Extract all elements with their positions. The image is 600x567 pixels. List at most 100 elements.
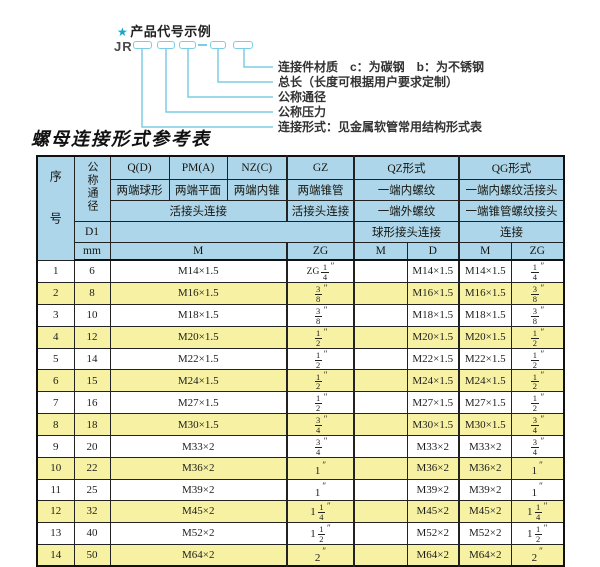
cell-no: 10 — [36, 457, 75, 480]
cell-qg_zg: 1 1 2 ″ — [510, 521, 565, 545]
header-qz-conn: 球形接头连接 — [353, 220, 460, 243]
code-dash-icon — [198, 44, 207, 46]
cell-dn: 14 — [73, 347, 111, 371]
header-qg-desc2: 一端锥管螺纹接头 — [458, 199, 565, 222]
code-box-1 — [133, 41, 152, 49]
header-m-unit: M — [109, 241, 288, 261]
cell-qz_d: M16×1.5 — [406, 281, 460, 305]
cell-no: 14 — [36, 543, 75, 567]
cell-gz: 3 4 ″ — [286, 413, 355, 437]
table-row: 12 32 M45×2 1 1 4 ″ M45×2 M45×2 1 1 4 ″ — [36, 500, 565, 523]
header-seq: 序号 — [36, 155, 75, 261]
cell-no: 4 — [36, 325, 75, 349]
cell-dn: 22 — [73, 457, 111, 480]
product-code-heading: ★ 产品代号示例 — [117, 21, 211, 40]
cell-qz_m — [353, 303, 408, 327]
cell-m: M64×2 — [109, 543, 288, 567]
cell-gz: 1 2 ″ — [286, 391, 355, 415]
cell-qg_m: M52×2 — [458, 521, 512, 545]
cell-no: 2 — [36, 281, 75, 305]
cell-m: M18×1.5 — [109, 303, 288, 327]
diagram-label-connection: 连接形式：见金属软管常用结构形式表 — [278, 120, 483, 134]
table-row: 1 6 M14×1.5 ZG 1 4 ″ M14×1.5 M14×1.5 1 4 ″ — [36, 259, 565, 283]
product-code-heading-text: 产品代号示例 — [130, 24, 212, 39]
cell-m: M24×1.5 — [109, 369, 288, 393]
cell-qg_m: M24×1.5 — [458, 369, 512, 393]
cell-qg_zg: 3 8 ″ — [510, 303, 565, 327]
cell-gz: 1″ — [286, 478, 355, 502]
header-qz: QZ形式 — [353, 155, 460, 180]
header-empty-cell — [109, 220, 355, 243]
cell-qz_d: M24×1.5 — [406, 369, 460, 393]
cell-no: 12 — [36, 500, 75, 523]
cell-no: 9 — [36, 435, 75, 459]
cell-dn: 50 — [73, 543, 111, 567]
cell-qz_d: M14×1.5 — [406, 259, 460, 283]
table-body: 1 6 M14×1.5 ZG 1 4 ″ M14×1.5 M14×1.5 1 4 ″ 2 8 M16×1.5… — [36, 259, 565, 567]
cell-qg_m: M16×1.5 — [458, 281, 512, 305]
cell-m: M45×2 — [109, 500, 288, 523]
cell-gz: 1 1 4 ″ — [286, 500, 355, 523]
header-nz-desc: 两端内锥 — [226, 178, 288, 201]
cell-qz_d: M52×2 — [406, 521, 460, 545]
cell-gz: 1″ — [286, 457, 355, 480]
diagram-label-material: 连接件材质 c：为碳钢 b：为不锈钢 — [278, 60, 485, 74]
cell-qg_m: M14×1.5 — [458, 259, 512, 283]
cell-qg_zg: 1 2 ″ — [510, 391, 565, 415]
cell-dn: 32 — [73, 500, 111, 523]
header-q-desc: 两端球形 — [109, 178, 170, 201]
cell-m: M52×2 — [109, 521, 288, 545]
header-qz-desc2: 一端外螺纹 — [353, 199, 460, 222]
cell-qz_m — [353, 347, 408, 371]
cell-qg_zg: 3 4 ″ — [510, 413, 565, 437]
cell-qg_m: M45×2 — [458, 500, 512, 523]
connector-line — [165, 49, 273, 113]
code-box-5 — [233, 41, 253, 49]
table-row: 7 16 M27×1.5 1 2 ″ M27×1.5 M27×1.5 1 2 ″ — [36, 391, 565, 415]
header-q: Q(D) — [109, 155, 170, 180]
cell-qz_d: M27×1.5 — [406, 391, 460, 415]
header-qg: QG形式 — [458, 155, 565, 180]
cell-dn: 6 — [73, 259, 111, 283]
cell-no: 1 — [36, 259, 75, 283]
cell-m: M27×1.5 — [109, 391, 288, 415]
connector-line — [217, 49, 273, 83]
cell-qg_zg: 3 8 ″ — [510, 281, 565, 305]
cell-qz_m — [353, 543, 408, 567]
cell-qz_d: M18×1.5 — [406, 303, 460, 327]
cell-no: 6 — [36, 369, 75, 393]
code-box-2 — [157, 41, 175, 49]
cell-gz: 3 8 ″ — [286, 303, 355, 327]
cell-qg_zg: 1 4 ″ — [510, 259, 565, 283]
header-union-conn: 活接头连接 — [109, 199, 288, 222]
cell-gz: 1 2 ″ — [286, 325, 355, 349]
header-gz-conn: 活接头连接 — [286, 199, 355, 222]
cell-qz_d: M22×1.5 — [406, 347, 460, 371]
diagram-label-pressure: 公称压力 — [278, 105, 327, 119]
nut-connection-table: 序号 公称通径 Q(D) PM(A) NZ(C) GZ QZ形式 QG形式 两端… — [36, 155, 565, 567]
header-zg-unit: ZG — [286, 241, 355, 261]
cell-no: 13 — [36, 521, 75, 545]
cell-gz: 3 4 ″ — [286, 435, 355, 459]
cell-dn: 8 — [73, 281, 111, 305]
header-gz-desc: 两端锥管 — [286, 178, 355, 201]
cell-qg_m: M39×2 — [458, 478, 512, 502]
header-dn: 公称通径 — [73, 155, 111, 222]
header-qz-d: D — [406, 241, 460, 261]
cell-m: M33×2 — [109, 435, 288, 459]
cell-qg_m: M22×1.5 — [458, 347, 512, 371]
table-row: 5 14 M22×1.5 1 2 ″ M22×1.5 M22×1.5 1 2 ″ — [36, 347, 565, 371]
cell-qz_m — [353, 325, 408, 349]
cell-qg_m: M20×1.5 — [458, 325, 512, 349]
cell-qg_zg: 1 2 ″ — [510, 369, 565, 393]
header-nz: NZ(C) — [226, 155, 288, 180]
header-qg-desc1: 一端内螺纹活接头 — [458, 178, 565, 201]
cell-qz_m — [353, 281, 408, 305]
cell-gz: 3 8 ″ — [286, 281, 355, 305]
code-prefix: JR — [114, 39, 133, 54]
cell-no: 11 — [36, 478, 75, 502]
star-icon: ★ — [117, 25, 129, 39]
cell-qz_d: M64×2 — [406, 543, 460, 567]
cell-qg_zg: 1 1 4 ″ — [510, 500, 565, 523]
